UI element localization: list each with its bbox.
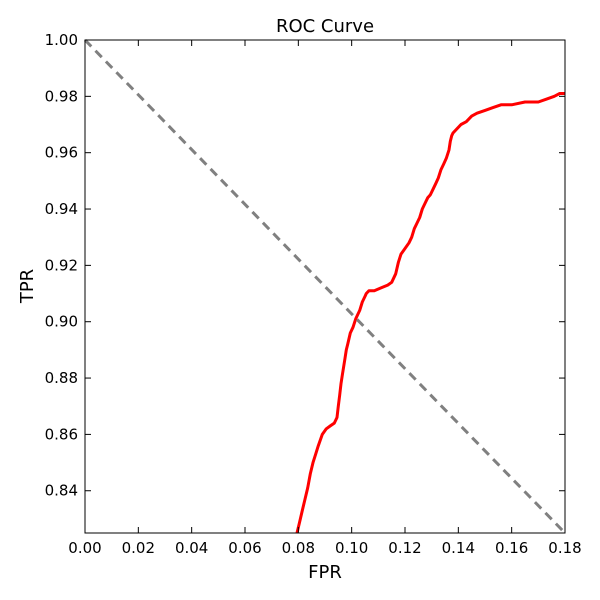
y-tick-label: 0.98 <box>45 87 78 105</box>
y-tick-label: 0.96 <box>45 144 78 162</box>
y-tick-label: 0.86 <box>45 425 78 443</box>
y-tick-label: 0.90 <box>45 313 78 331</box>
x-tick-label: 0.14 <box>442 539 475 557</box>
plot-frame <box>84 39 566 534</box>
chart-title: ROC Curve <box>276 16 374 37</box>
y-axis-label: TPR <box>17 269 38 304</box>
y-tick-label: 0.92 <box>45 256 78 274</box>
reference-diagonal-line <box>83 38 567 535</box>
x-axis-label: FPR <box>308 562 342 583</box>
x-tick-label: 0.16 <box>495 539 528 557</box>
x-tick-label: 0.04 <box>175 539 208 557</box>
y-axis-ticks: 0.84 0.86 0.88 0.90 0.92 0.94 0.96 0.98 1.00 <box>45 31 565 500</box>
x-tick-label: 0.06 <box>228 539 261 557</box>
x-tick-label: 0.12 <box>388 539 421 557</box>
series-group <box>83 38 567 535</box>
x-tick-label: 0.02 <box>122 539 155 557</box>
x-tick-label: 0.08 <box>282 539 315 557</box>
y-tick-label: 0.94 <box>45 200 78 218</box>
x-axis-ticks: 0.00 0.02 0.04 0.06 0.08 0.10 0.12 0.14 0.16 0.18 <box>68 40 582 557</box>
x-tick-label: 0.10 <box>335 539 368 557</box>
x-tick-label: 0.00 <box>68 539 101 557</box>
y-tick-label: 1.00 <box>45 31 78 49</box>
roc-curve-line <box>295 92 565 534</box>
y-tick-label: 0.84 <box>45 482 78 500</box>
x-tick-label: 0.18 <box>548 539 581 557</box>
y-tick-label: 0.88 <box>45 369 78 387</box>
